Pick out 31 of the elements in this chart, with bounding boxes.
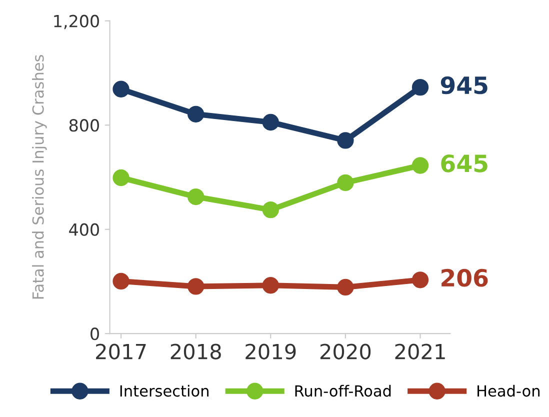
legend-label: Intersection: [120, 384, 208, 397]
annotation: 206: [442, 268, 488, 287]
point: [112, 80, 130, 98]
x-tick-label: 2017: [96, 344, 146, 360]
point: [112, 169, 130, 186]
point: [337, 278, 354, 296]
x-tick-label: 2021: [395, 344, 445, 360]
y-tick-label: 1,200: [54, 14, 99, 30]
x-tick-label: 2020: [320, 344, 371, 360]
point: [412, 78, 429, 96]
point: [412, 272, 429, 288]
point: [262, 201, 279, 218]
y-tick-label: 800: [69, 119, 99, 132]
legend-label: Head-on: [478, 384, 540, 397]
annotation: 945: [440, 76, 488, 94]
point: [412, 157, 429, 174]
point: [112, 272, 130, 290]
point: [337, 174, 354, 192]
x-tick-label: 2018: [170, 344, 221, 360]
y-tick-label: 0: [90, 328, 99, 340]
y-axis-title: Fatal and Serious Injury Crashes: [32, 55, 47, 299]
y-tick-label: 400: [69, 223, 99, 236]
point: [262, 114, 279, 131]
point: [262, 277, 279, 294]
annotation: 645: [441, 154, 488, 172]
legend-label: Run-off-Road: [295, 384, 391, 397]
point: [187, 106, 204, 122]
x-tick-label: 2019: [246, 344, 296, 360]
point: [187, 278, 204, 295]
point: [187, 188, 204, 206]
point: [337, 132, 354, 149]
